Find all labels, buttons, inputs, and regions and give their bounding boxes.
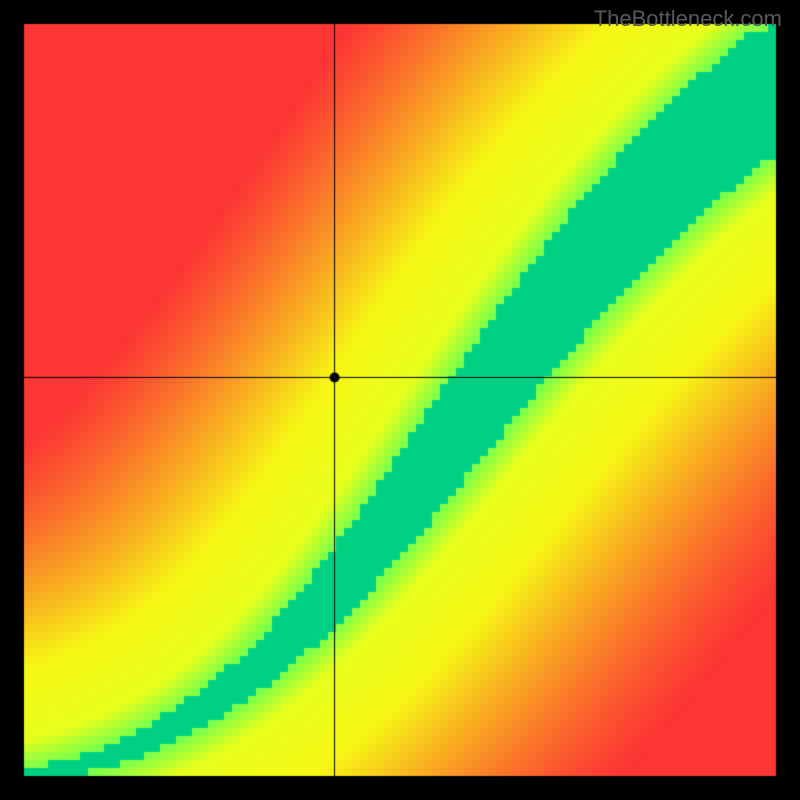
watermark: TheBottleneck.com (594, 6, 782, 32)
heatmap-canvas (0, 0, 800, 800)
